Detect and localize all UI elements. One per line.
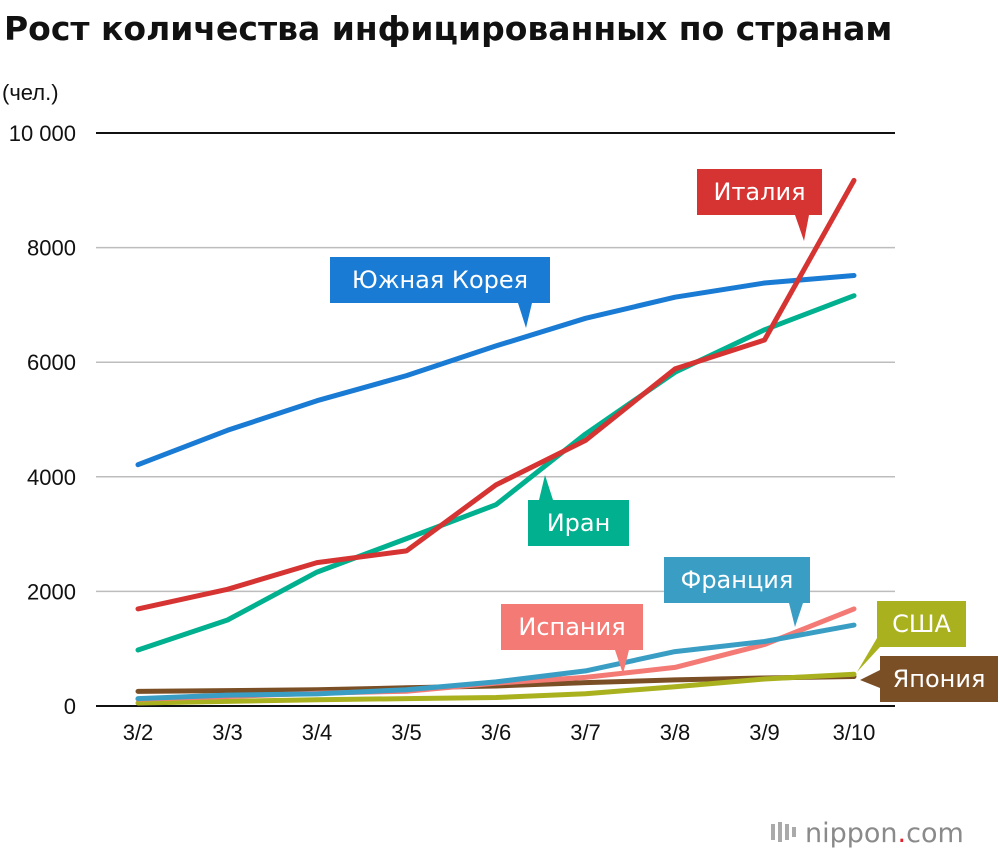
brand-dot: . bbox=[898, 818, 907, 849]
x-tick-label: 3/8 bbox=[660, 720, 691, 745]
callout-box bbox=[664, 557, 810, 603]
y-axis-unit-label: (чел.) bbox=[2, 80, 59, 105]
callout-box bbox=[330, 257, 550, 303]
gridlines bbox=[96, 132, 895, 707]
y-tick-label: 2000 bbox=[27, 579, 76, 604]
legend-label: Япония bbox=[893, 665, 986, 693]
series-lines bbox=[135, 177, 857, 706]
x-axis-ticks: 3/2 3/3 3/4 3/5 3/6 3/7 3/8 3/9 3/10 bbox=[123, 720, 876, 745]
x-tick-label: 3/9 bbox=[749, 720, 780, 745]
brand-name: nippon bbox=[805, 818, 898, 849]
callout-япония: Япония bbox=[860, 656, 998, 702]
callout-южная-корея: Южная Корея bbox=[330, 257, 550, 328]
series-callouts: Южная Корея Италия Иран Франция Испания США Яп… bbox=[330, 169, 998, 702]
series-line-япония bbox=[135, 674, 857, 694]
x-tick-label: 3/10 bbox=[833, 720, 876, 745]
callout-pointer bbox=[615, 650, 629, 674]
legend-label: США bbox=[892, 610, 951, 638]
series-line-иран bbox=[135, 293, 857, 653]
chart-title: Рост количества инфицированных по страна… bbox=[4, 9, 892, 48]
x-tick-label: 3/4 bbox=[302, 720, 333, 745]
y-tick-label: 6000 bbox=[27, 350, 76, 375]
x-tick-label: 3/5 bbox=[391, 720, 422, 745]
speech-bars-icon bbox=[771, 822, 796, 842]
callout-pointer bbox=[795, 215, 809, 241]
callout-pointer bbox=[860, 670, 880, 688]
series-line-италия bbox=[135, 177, 857, 612]
callout-box bbox=[877, 601, 966, 647]
y-tick-label: 4000 bbox=[27, 465, 76, 490]
y-tick-label: 8000 bbox=[27, 236, 76, 261]
callout-pointer bbox=[857, 633, 880, 672]
callout-box bbox=[880, 656, 998, 702]
y-tick-label: 10 000 bbox=[9, 121, 76, 146]
legend-label: Южная Корея bbox=[352, 266, 528, 294]
legend-label: Италия bbox=[713, 178, 805, 206]
series-line-южная-корея bbox=[135, 273, 857, 468]
series-line-испания bbox=[135, 606, 857, 702]
y-tick-label: 0 bbox=[64, 694, 76, 719]
callout-италия: Италия bbox=[697, 169, 822, 241]
x-tick-label: 3/2 bbox=[123, 720, 154, 745]
callout-испания: Испания bbox=[501, 604, 643, 674]
callout-pointer bbox=[789, 603, 803, 627]
callout-box bbox=[501, 604, 643, 650]
callout-box bbox=[528, 500, 629, 546]
nippon-logo: nippon.com bbox=[771, 818, 964, 849]
series-line-сша bbox=[135, 671, 857, 706]
brand-tld: com bbox=[906, 818, 964, 849]
series-line-франция bbox=[135, 622, 857, 702]
legend-label: Испания bbox=[518, 613, 625, 641]
legend-label: Иран bbox=[547, 509, 611, 537]
y-axis-ticks: 0 2000 4000 6000 8000 10 000 bbox=[9, 121, 76, 719]
x-tick-label: 3/3 bbox=[212, 720, 243, 745]
callout-pointer bbox=[518, 303, 532, 328]
callout-иран: Иран bbox=[528, 475, 629, 546]
legend-label: Франция bbox=[681, 566, 794, 594]
svg-text:nippon.com: nippon.com bbox=[805, 818, 964, 849]
callout-box bbox=[697, 169, 822, 215]
callout-сша: США bbox=[857, 601, 966, 672]
callout-pointer bbox=[539, 475, 553, 500]
x-tick-label: 3/7 bbox=[570, 720, 601, 745]
callout-франция: Франция bbox=[664, 557, 810, 627]
x-tick-label: 3/6 bbox=[481, 720, 512, 745]
